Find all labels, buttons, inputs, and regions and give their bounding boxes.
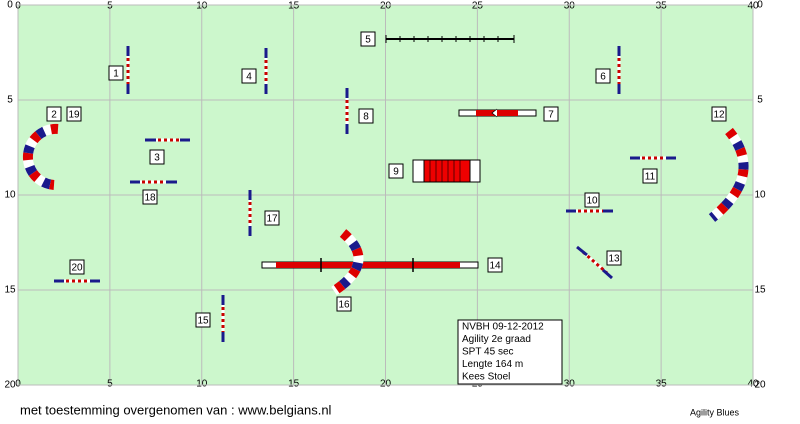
obstacle-number: 4	[246, 72, 252, 83]
label-box	[543, 106, 559, 122]
obstacle-number: 10	[586, 196, 598, 207]
label-box	[606, 250, 622, 266]
obstacle-number: 19	[68, 110, 80, 121]
y-tick-label: 20	[4, 380, 16, 391]
info-line: SPT 45 sec	[462, 347, 514, 358]
obstacle-number: 15	[197, 316, 209, 327]
label-box	[642, 168, 658, 184]
x-tick-label: 30	[564, 1, 576, 12]
x-tick-label: 5	[107, 379, 113, 390]
wall	[385, 35, 515, 43]
label-box	[142, 189, 158, 205]
obstacle-number: 14	[489, 261, 501, 272]
x-tick-label: 10	[196, 1, 208, 12]
label-box	[46, 106, 62, 122]
label-box	[69, 259, 85, 275]
x-tick-label: 35	[656, 379, 668, 390]
info-line: Lengte 164 m	[462, 359, 523, 370]
y-tick-label: 10	[4, 190, 16, 201]
jump	[54, 46, 676, 342]
obstacle-number: 6	[600, 72, 606, 83]
obstacle-shapes	[23, 35, 749, 342]
info-line: NVBH 09-12-2012	[462, 322, 544, 333]
label-box	[595, 68, 611, 84]
obstacle-number: 8	[363, 112, 369, 123]
obstacle-number: 20	[71, 263, 83, 274]
label-box	[241, 68, 257, 84]
label-box	[487, 257, 503, 273]
label-box	[264, 210, 280, 226]
obstacle-number: 3	[154, 153, 160, 164]
brand: Agility Blues	[690, 407, 740, 417]
x-tick-label: 15	[288, 1, 300, 12]
label-box	[711, 106, 727, 122]
x-tick-label: 10	[196, 379, 208, 390]
obstacle-number: 5	[365, 35, 371, 46]
info-line: Kees Stoel	[462, 372, 510, 383]
y-tick-label: 20	[754, 380, 766, 391]
obstacle-number: 11	[645, 172, 656, 183]
label-box	[336, 296, 352, 312]
obstacle-number: 13	[608, 254, 620, 265]
label-box	[66, 106, 82, 122]
info-line: Agility 2e graad	[462, 334, 531, 345]
chute	[412, 159, 481, 183]
label-box	[388, 163, 404, 179]
y-tick-label: 0	[757, 0, 763, 11]
y-tick-label: 15	[4, 285, 16, 296]
x-tick-label: 40	[747, 379, 759, 390]
label-box	[108, 65, 124, 81]
x-tick-label: 25	[472, 1, 484, 12]
x-tick-label: 20	[380, 379, 392, 390]
obstacle-number: 16	[338, 300, 350, 311]
obstacle-number: 1	[113, 69, 119, 80]
obstacle-number: 9	[393, 167, 399, 178]
y-tick-label: 0	[7, 0, 13, 11]
y-tick-label: 5	[7, 95, 13, 106]
obstacle-number: 12	[713, 110, 725, 121]
obstacle-number: 18	[144, 193, 156, 204]
x-tick-label: 5	[107, 1, 113, 12]
x-tick-label: 15	[288, 379, 300, 390]
x-tick-label: 20	[380, 1, 392, 12]
seesaw	[458, 108, 537, 118]
tunnel	[23, 123, 749, 296]
obstacle-number: 17	[266, 214, 278, 225]
x-tick-label: 35	[656, 1, 668, 12]
x-tick-label: 0	[15, 379, 21, 390]
dogwalk	[261, 258, 479, 272]
label-box	[584, 192, 600, 208]
label-box	[360, 31, 376, 47]
obstacle-number: 2	[51, 110, 57, 121]
info-box	[457, 319, 563, 385]
y-tick-label: 5	[757, 95, 763, 106]
credit: met toestemming overgenomen van : www.be…	[20, 402, 332, 417]
label-box	[149, 149, 165, 165]
x-tick-label: 30	[564, 379, 576, 390]
label-box	[195, 312, 211, 328]
x-tick-label: 40	[747, 1, 759, 12]
y-tick-label: 10	[754, 190, 766, 201]
obstacle-number: 7	[548, 110, 554, 121]
x-tick-label: 0	[15, 1, 21, 12]
label-box	[358, 108, 374, 124]
y-tick-label: 15	[754, 285, 766, 296]
